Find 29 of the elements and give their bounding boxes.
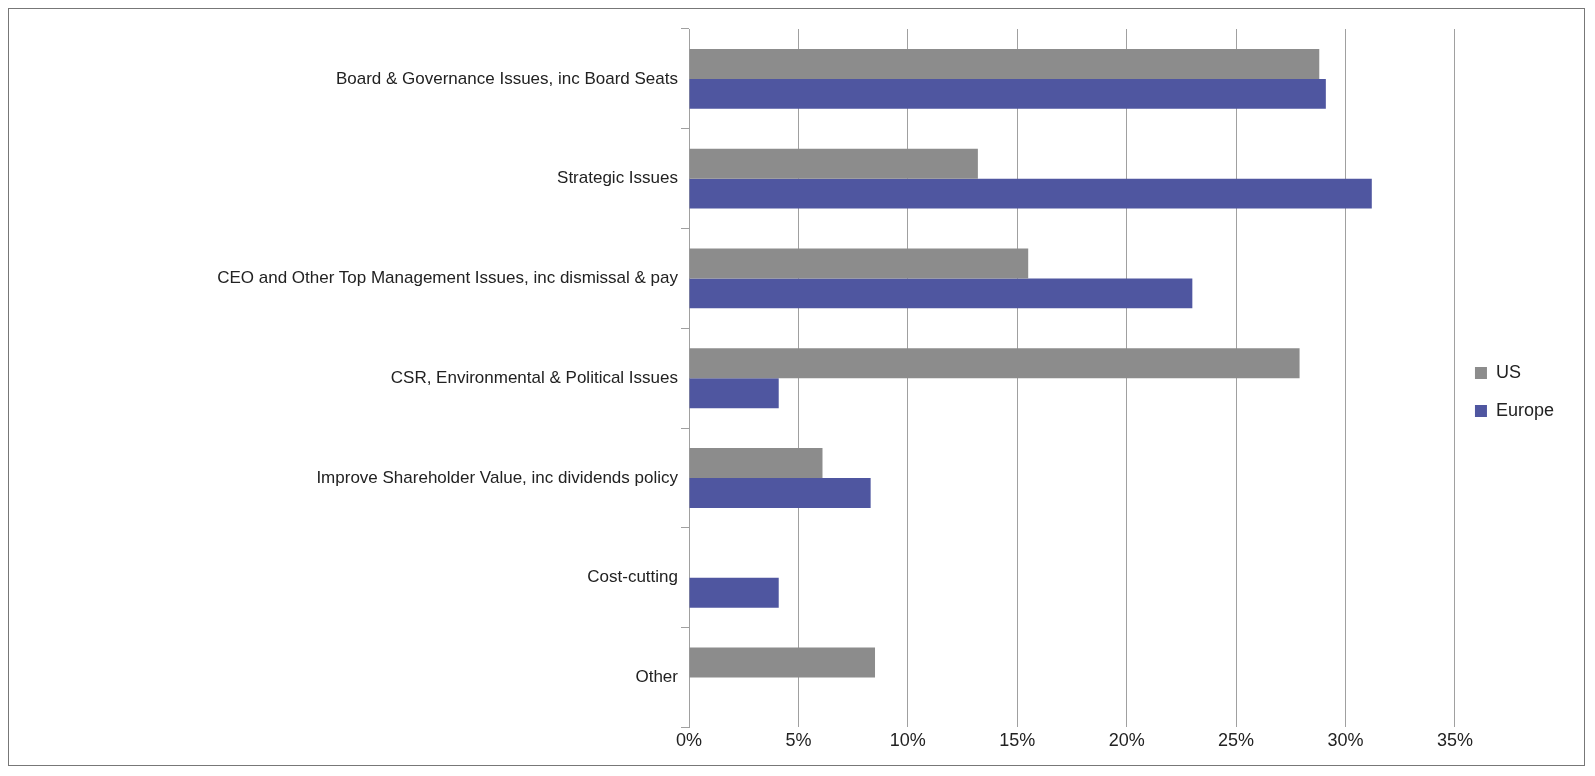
x-tick-label: 25% <box>1218 730 1255 751</box>
bar <box>689 647 876 678</box>
bar <box>689 378 779 409</box>
y-tick-label: CSR, Environmental & Political Issues <box>390 367 678 387</box>
bar <box>689 78 1326 109</box>
legend-label: Europe <box>1495 399 1554 420</box>
bar <box>689 48 1320 79</box>
x-tick-label: 20% <box>1108 730 1145 751</box>
y-tick-label: Strategic Issues <box>557 168 678 188</box>
legend-label: US <box>1495 361 1521 382</box>
x-tick-label: 15% <box>999 730 1036 751</box>
y-tick-label: CEO and Other Top Management Issues, inc dismissal & pay <box>217 268 679 288</box>
bar <box>689 248 1029 279</box>
bar <box>689 348 1300 379</box>
bar <box>689 148 978 179</box>
x-tick-label: 0% <box>675 730 703 751</box>
bar <box>689 178 1372 209</box>
bar <box>689 477 871 508</box>
bar <box>689 577 779 608</box>
x-tick-label: 35% <box>1436 730 1473 751</box>
y-tick-label: Board & Governance Issues, inc Board Seats <box>335 68 678 88</box>
bar <box>689 278 1193 309</box>
x-tick-label: 30% <box>1327 730 1364 751</box>
x-tick-label: 10% <box>889 730 926 751</box>
x-tick-label: 5% <box>785 730 812 751</box>
y-tick-label: Improve Shareholder Value, inc dividends policy <box>316 467 679 487</box>
y-tick-label: Other <box>635 667 679 687</box>
bar <box>689 448 823 478</box>
y-tick-label: Cost-cutting <box>587 567 678 587</box>
